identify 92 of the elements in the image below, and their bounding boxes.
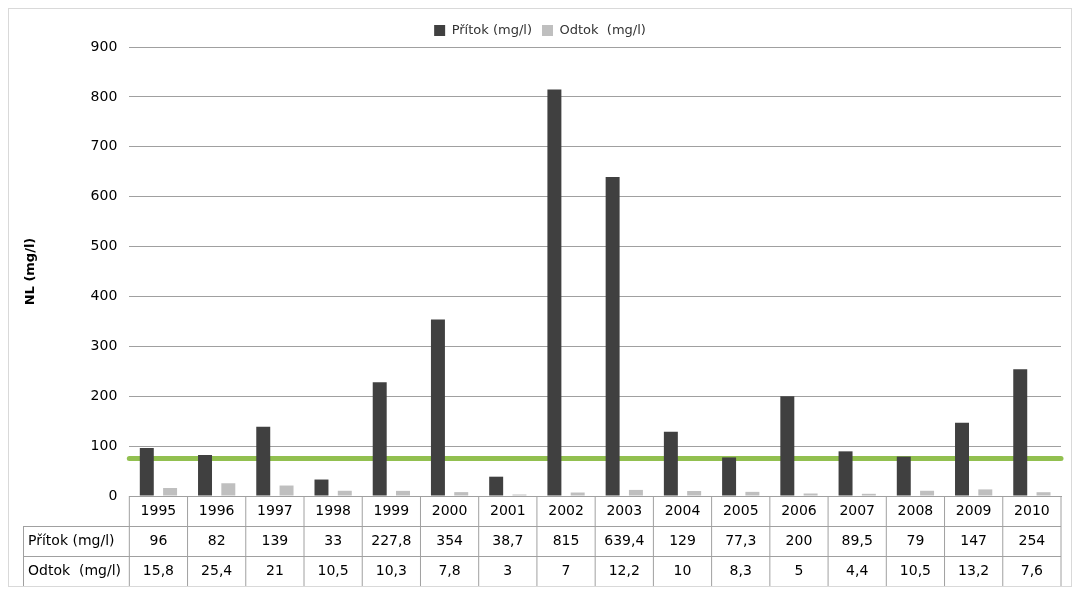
bar — [920, 490, 935, 496]
data-label: 25,4 — [201, 561, 233, 578]
data-label: 815 — [552, 531, 580, 548]
data-label: 79 — [906, 531, 925, 548]
data-label: 77,3 — [725, 531, 757, 548]
bar — [570, 492, 585, 496]
data-label: 10,3 — [375, 561, 407, 578]
y-tick-label: 900 — [90, 37, 118, 54]
x-tick-label: 2006 — [781, 501, 817, 518]
bar — [628, 489, 643, 496]
data-label: 82 — [207, 531, 226, 548]
data-label: 10 — [673, 561, 692, 578]
x-tick-label: 2000 — [431, 501, 468, 518]
x-tick-label: 1997 — [257, 501, 293, 518]
data-label: 139 — [261, 531, 289, 548]
bar — [1036, 492, 1051, 496]
x-tick-label: 1998 — [315, 501, 351, 518]
bar — [955, 422, 969, 496]
bar — [396, 490, 410, 496]
bar — [454, 492, 469, 496]
y-tick-label: 600 — [90, 187, 118, 204]
bar — [1013, 369, 1028, 496]
y-tick-label: 500 — [90, 237, 118, 254]
data-label: 639,4 — [604, 531, 645, 548]
data-label: 254 — [1018, 531, 1046, 548]
bar — [780, 396, 795, 496]
x-tick-label: 2010 — [1014, 501, 1050, 518]
y-tick-label: 200 — [90, 386, 118, 403]
x-tick-label: 1999 — [373, 501, 410, 518]
data-label: 4,4 — [846, 561, 869, 578]
data-label: 10,5 — [317, 561, 349, 578]
x-tick-label: 2005 — [722, 501, 759, 518]
bar — [198, 455, 213, 496]
data-label: 7,8 — [438, 561, 461, 578]
data-label: 15,8 — [142, 561, 175, 578]
data-label: 147 — [960, 531, 988, 548]
bar — [605, 177, 620, 496]
data-label: 33 — [324, 531, 343, 548]
data-label: 10,5 — [899, 561, 932, 578]
text: Odtok (mg/l) — [28, 561, 122, 578]
data-label: 21 — [265, 561, 284, 578]
bar — [279, 485, 294, 496]
bar — [663, 431, 678, 496]
bar — [489, 476, 504, 496]
bar — [838, 451, 853, 496]
y-tick-label: 700 — [90, 137, 118, 154]
data-label: 7,6 — [1020, 561, 1044, 578]
bar — [687, 491, 702, 496]
y-axis-title: NL (mg/l) — [22, 237, 38, 306]
bar — [896, 456, 911, 496]
data-label: 96 — [149, 531, 168, 548]
y-tick-label: 0 — [108, 486, 118, 503]
data-label: 13,2 — [958, 561, 990, 578]
bar — [745, 491, 760, 496]
data-label: 227,8 — [371, 531, 412, 548]
bar — [978, 489, 993, 496]
x-tick-label: 2002 — [548, 501, 584, 518]
data-label: 3 — [503, 561, 513, 578]
y-tick-label: 300 — [90, 336, 118, 353]
y-tick-label: 400 — [90, 287, 118, 304]
y-tick-label: 100 — [90, 436, 118, 453]
x-tick-label: 2003 — [606, 501, 643, 518]
data-label: 200 — [785, 531, 813, 548]
x-tick-label: 2008 — [897, 501, 934, 518]
x-tick-label: 2004 — [664, 501, 701, 518]
bar — [163, 488, 178, 496]
bar — [221, 483, 236, 496]
bar — [256, 426, 271, 496]
data-label: 12,2 — [608, 561, 640, 578]
bar — [722, 457, 737, 496]
x-tick-label: 1995 — [140, 501, 177, 518]
bar — [337, 490, 352, 496]
data-label: 354 — [436, 531, 464, 548]
data-label: 5 — [794, 561, 804, 578]
bar — [430, 319, 445, 496]
data-label: 89,5 — [841, 531, 873, 548]
data-label: 129 — [669, 531, 696, 548]
data-label: 38,7 — [492, 531, 524, 548]
x-tick-label: 1996 — [198, 501, 235, 518]
data-label: 8,3 — [729, 561, 752, 578]
legend-label: Přítok (mg/l) — [451, 21, 532, 37]
bar — [139, 448, 154, 496]
data-label: 7 — [561, 561, 571, 578]
text: Přítok (mg/l) — [28, 531, 115, 548]
x-tick-label: 2009 — [955, 501, 992, 518]
bar — [372, 382, 387, 496]
legend-label: Odtok (mg/l) — [559, 21, 646, 37]
y-tick-label: 800 — [90, 87, 118, 104]
bar — [547, 89, 562, 496]
x-tick-label: 2007 — [839, 501, 876, 518]
x-tick-label: 2001 — [490, 501, 526, 518]
bar — [314, 479, 329, 496]
